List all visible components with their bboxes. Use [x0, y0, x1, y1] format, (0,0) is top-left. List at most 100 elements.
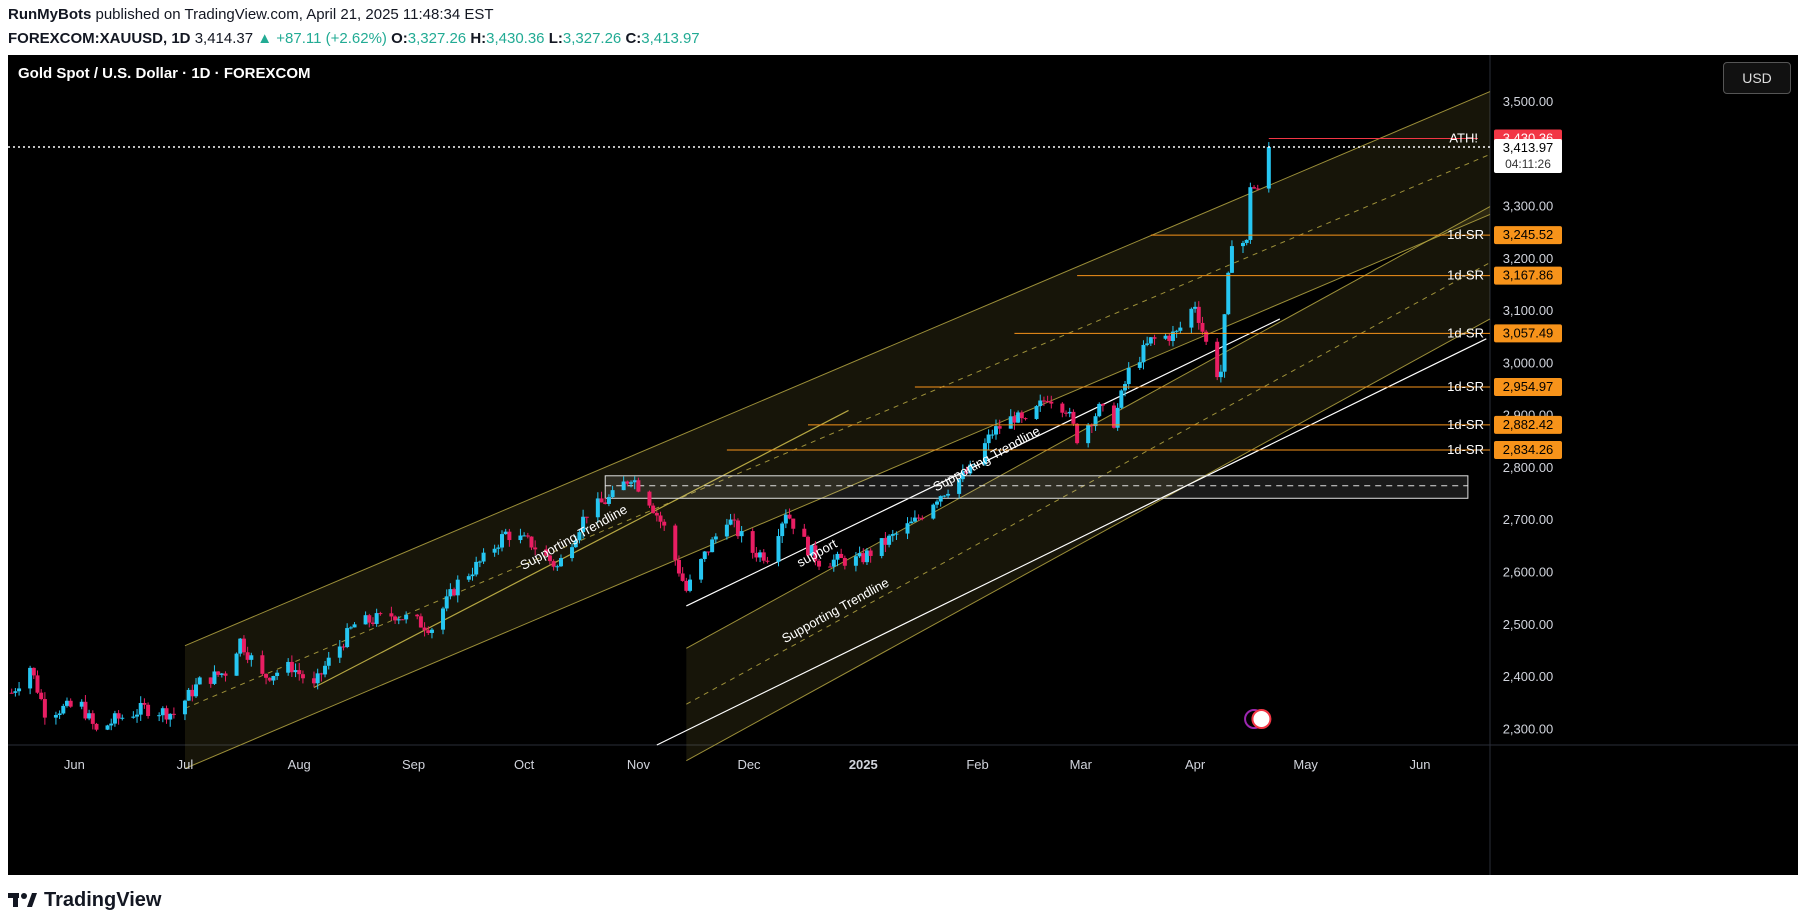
candle-body	[676, 559, 681, 574]
candle-body	[1174, 330, 1179, 332]
sr-price-tag-text: 2,954.97	[1503, 379, 1554, 394]
candle-body	[208, 677, 213, 684]
candle-body	[1119, 390, 1124, 408]
candle-body	[942, 495, 947, 497]
sr-line-label: 1d-SR	[1447, 227, 1484, 242]
last-price: 3,414.37	[194, 30, 254, 47]
y-tick-label: 3,100.00	[1503, 303, 1554, 318]
price-chart[interactable]: ATH! 1d-SR 1d-SR 1d-SR 1d-SR 1d-SR 1d-SR 2,300.…	[8, 55, 1798, 875]
x-tick-label: 2025	[849, 757, 878, 772]
candle-body	[632, 480, 637, 483]
open-label: O:	[391, 30, 408, 47]
candle-body	[415, 614, 420, 617]
candle-body	[651, 505, 656, 513]
candle-body	[909, 521, 914, 524]
candle-body	[68, 700, 73, 707]
candle-body	[1255, 188, 1260, 190]
candle-body	[887, 535, 892, 545]
upper-channel-boundary	[184, 91, 1491, 647]
currency-button[interactable]: USD	[1723, 62, 1791, 94]
candle-body	[1148, 337, 1153, 344]
candle-body	[603, 502, 608, 504]
candle-body	[326, 657, 331, 666]
candle-body	[374, 613, 379, 624]
candle-body	[477, 561, 482, 563]
sr-price-tag	[1494, 377, 1562, 396]
candle-body	[452, 589, 457, 596]
x-tick-label: Dec	[737, 757, 761, 772]
candle-body	[1071, 411, 1076, 424]
candle-body	[581, 516, 586, 533]
candle-body	[558, 558, 563, 567]
candle-body	[724, 524, 729, 537]
sr-line-label: 1d-SR	[1447, 442, 1484, 457]
candle-body	[470, 574, 475, 577]
candle-body	[138, 702, 143, 715]
candle-body	[492, 548, 497, 553]
candle-body	[1034, 406, 1039, 419]
candle-body	[750, 531, 755, 553]
candle-body	[341, 646, 346, 648]
symbol-label: FOREXCOM:XAUUSD, 1D	[8, 30, 191, 47]
x-tick-label: Jun	[64, 757, 85, 772]
candle-body	[1115, 407, 1120, 428]
countdown-text: 04:11:26	[1505, 157, 1551, 171]
candle-body	[131, 716, 136, 718]
candle-body	[817, 560, 822, 567]
candle-body	[551, 561, 556, 567]
trendline-0	[313, 409, 849, 689]
candle-body	[53, 715, 58, 718]
candle-body	[1163, 335, 1168, 339]
candle-body	[994, 426, 998, 435]
candle-body	[765, 560, 770, 562]
candle-body	[315, 673, 320, 684]
chart-panel[interactable]: ATH! 1d-SR 1d-SR 1d-SR 1d-SR 1d-SR 1d-SR 2,300.…	[8, 55, 1798, 875]
candle-body	[160, 708, 165, 716]
candle-body	[83, 701, 88, 719]
chart-legend-title: Gold Spot / U.S. Dollar · 1D · FOREXCOM	[18, 65, 311, 82]
ohlc-line: FOREXCOM:XAUUSD, 1D 3,414.37 ▲ +87.11 (+…	[8, 30, 700, 47]
candle-body	[363, 615, 368, 625]
high-label: H:	[470, 30, 487, 47]
candle-body	[1093, 416, 1098, 427]
y-tick-label: 2,300.00	[1503, 721, 1554, 736]
candle-body	[223, 673, 228, 676]
candle-body	[1137, 362, 1142, 368]
author-name[interactable]: RunMyBots	[8, 6, 92, 23]
footer-brand[interactable]: TradingView	[8, 886, 161, 914]
candle-body	[157, 715, 162, 717]
sr-price-tag-text: 3,167.86	[1503, 268, 1554, 283]
publish-line: RunMyBots published on TradingView.com, …	[8, 6, 494, 23]
candle-body	[706, 551, 711, 553]
candle-body	[90, 713, 95, 724]
candle-body	[839, 553, 844, 559]
candle-body	[389, 613, 394, 617]
candle-body	[1196, 306, 1201, 323]
candle-body	[577, 532, 582, 541]
candle-body	[1152, 337, 1157, 339]
candle-body	[732, 519, 737, 521]
candle-body	[525, 535, 530, 537]
x-tick-label: Oct	[514, 757, 535, 772]
candle-body	[809, 545, 814, 556]
y-tick-label: 2,400.00	[1503, 669, 1554, 684]
candle-body	[1167, 335, 1172, 341]
candle-body	[300, 674, 305, 679]
sr-price-tag-text: 3,245.52	[1503, 227, 1554, 242]
candle-body	[441, 608, 446, 630]
candle-body	[791, 518, 796, 529]
candle-body	[142, 702, 147, 705]
candle-body	[780, 523, 785, 537]
x-tick-label: May	[1293, 757, 1318, 772]
candle-body	[964, 471, 969, 474]
candle-body	[555, 566, 560, 568]
candle-body	[968, 464, 973, 474]
open-value: 3,327.26	[407, 30, 467, 47]
candle-body	[680, 573, 685, 581]
candle-body	[1075, 423, 1080, 444]
candle-body	[337, 646, 342, 658]
trendline-2	[656, 338, 1487, 746]
candle-body	[109, 723, 114, 726]
candle-body	[1222, 314, 1227, 372]
tradingview-wordmark: TradingView	[44, 888, 162, 911]
